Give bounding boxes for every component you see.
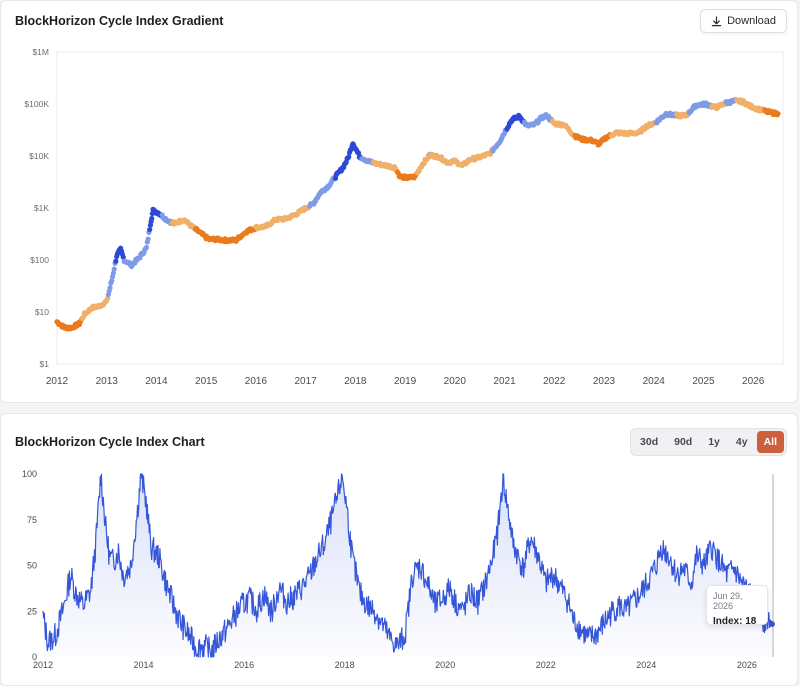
index-chart-card: BlockHorizon Cycle Index Chart 30d 90d 1y 4…	[0, 413, 798, 686]
data-point	[346, 154, 352, 160]
index-area-fill	[43, 474, 772, 657]
range-selector: 30d 90d 1y 4y All	[630, 428, 787, 456]
x-tick-label: 2014	[145, 376, 168, 387]
x-tick-label: 2016	[245, 376, 268, 387]
y-tick-label: 0	[32, 652, 37, 662]
x-tick-label: 2024	[636, 660, 656, 670]
data-point	[143, 244, 150, 251]
data-point	[145, 236, 151, 242]
range-button-4y[interactable]: 4y	[735, 436, 748, 448]
hover-point	[768, 621, 775, 628]
x-tick-label: 2020	[435, 660, 455, 670]
download-button[interactable]: Download	[700, 9, 787, 33]
range-button-1y[interactable]: 1y	[708, 436, 720, 448]
x-tick-label: 2012	[46, 376, 69, 387]
x-tick-label: 2022	[543, 376, 566, 387]
x-tick-label: 2024	[643, 376, 666, 387]
y-tick-label: 100	[22, 469, 37, 479]
x-tick-label: 2018	[344, 376, 367, 387]
x-tick-label: 2018	[335, 660, 355, 670]
x-tick-label: 2026	[742, 376, 765, 387]
x-tick-label: 2013	[96, 376, 119, 387]
y-tick-label: 25	[27, 606, 37, 616]
data-point	[113, 258, 119, 264]
index-chart-plot: 0 25 50 75 100 2012 2014 2016 2018 2020 2022 2024 20…	[22, 469, 775, 670]
x-tick-label: 2026	[737, 660, 757, 670]
gradient-chart-plot: $1 $10 $100 $1K $10K $100K $1M 2012 2013 2014 2015…	[24, 47, 784, 387]
y-tick-label: $10K	[29, 151, 49, 161]
y-tick-label: $1	[40, 359, 50, 369]
gradient-chart-card: BlockHorizon Cycle Index Gradient Downlo…	[0, 0, 798, 403]
range-button-90d[interactable]: 90d	[674, 436, 693, 448]
range-button-all[interactable]: All	[756, 431, 784, 453]
y-tick-label: $1M	[32, 47, 49, 57]
x-tick-label: 2016	[234, 660, 254, 670]
x-tick-label: 2015	[195, 376, 218, 387]
download-icon	[711, 15, 722, 26]
data-point	[111, 266, 117, 272]
index-chart-title: BlockHorizon Cycle Index Chart	[15, 435, 205, 449]
x-tick-label: 2022	[536, 660, 556, 670]
data-point	[110, 270, 116, 276]
data-point	[149, 215, 155, 222]
data-point	[147, 226, 153, 233]
y-tick-label: 75	[27, 515, 37, 525]
tooltip-value: Index: 18	[713, 616, 757, 627]
tooltip-date: Jun 29, 2026	[713, 591, 743, 611]
x-tick-label: 2021	[493, 376, 516, 387]
x-tick-label: 2019	[394, 376, 417, 387]
y-tick-label: $100	[30, 255, 49, 265]
x-tick-label: 2023	[593, 376, 616, 387]
x-tick-label: 2025	[692, 376, 715, 387]
chart-tooltip: Jun 29, 2026 Index: 18	[706, 585, 768, 627]
x-tick-label: 2017	[295, 376, 318, 387]
plot-frame	[56, 51, 784, 365]
y-tick-label: $100K	[24, 99, 49, 109]
x-tick-label: 2020	[444, 376, 467, 387]
y-tick-label: 50	[27, 561, 37, 571]
y-tick-label: $1K	[34, 203, 49, 213]
data-point	[355, 150, 362, 156]
index-line	[42, 473, 773, 658]
x-tick-label: 2014	[134, 660, 154, 670]
data-point	[107, 285, 113, 291]
x-tick-label: 2012	[33, 660, 53, 670]
data-point	[109, 278, 115, 284]
data-point	[775, 111, 781, 117]
data-point	[120, 254, 126, 260]
gradient-chart-title: BlockHorizon Cycle Index Gradient	[15, 14, 224, 28]
range-button-30d[interactable]: 30d	[640, 436, 659, 448]
download-label: Download	[727, 15, 776, 27]
data-point	[421, 160, 427, 167]
y-tick-label: $10	[35, 307, 49, 317]
